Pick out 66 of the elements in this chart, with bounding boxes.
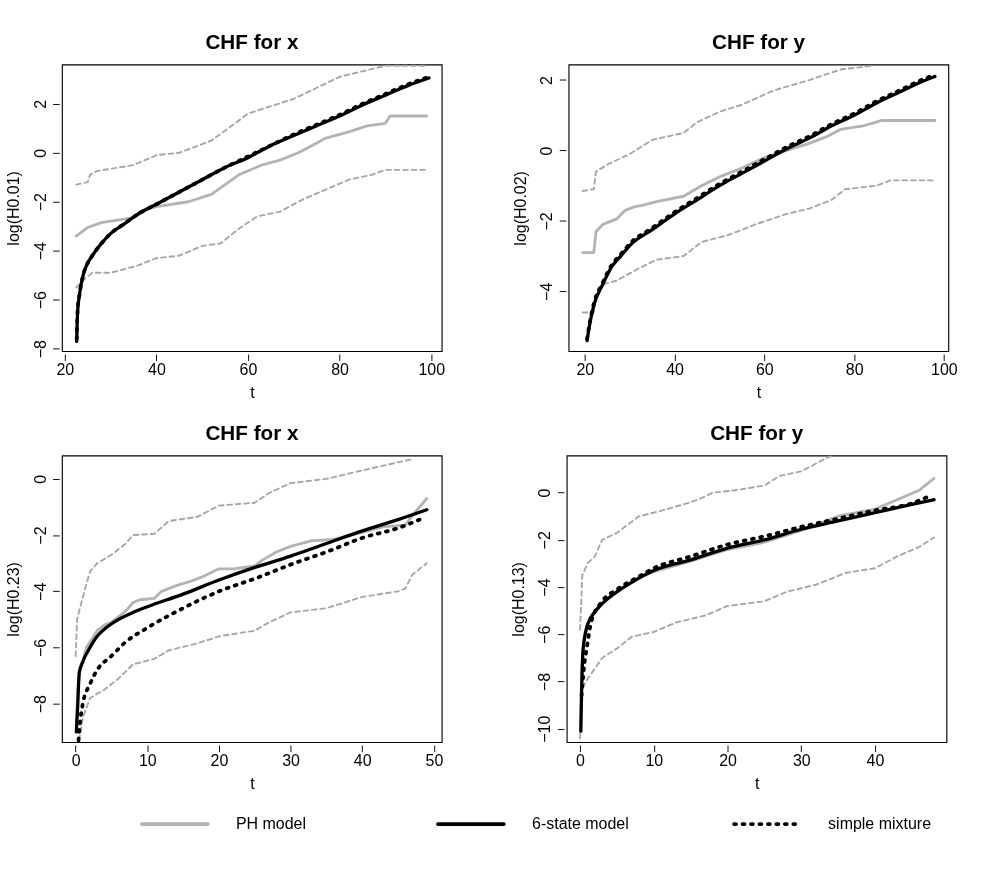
y-axis-title: log(H0.13)	[510, 562, 528, 637]
y-tick-label: 0	[31, 148, 49, 158]
y-tick-label: −4	[31, 582, 49, 601]
legend-label: 6-state model	[532, 814, 629, 832]
y-tick-label: −6	[31, 291, 49, 310]
x-axis-title: t	[754, 774, 760, 792]
y-tick-label: −8	[536, 672, 554, 692]
x-tick-label: 20	[56, 361, 75, 379]
line-series	[74, 114, 429, 238]
x-tick-label: 40	[866, 752, 885, 770]
x-tick-label: 0	[71, 752, 81, 770]
y-tick-label: 2	[538, 75, 556, 85]
y-tick-label: −6	[536, 625, 554, 644]
y-axis-title: log(H0.02)	[511, 171, 529, 246]
line-series	[581, 179, 936, 314]
y-tick-label: −2	[31, 193, 49, 212]
y-tick-label: −8	[31, 340, 49, 359]
y-tick-label: 0	[31, 474, 49, 484]
chart-title: CHF for y	[710, 420, 804, 444]
x-tick-label: 30	[792, 752, 811, 770]
x-tick-label: 100	[418, 361, 446, 379]
line-series	[581, 65, 874, 192]
y-tick-label: −2	[31, 526, 49, 545]
x-tick-label: 60	[755, 361, 774, 379]
y-axis-title: log(H0.23)	[5, 562, 23, 637]
y-tick-label: 0	[536, 488, 554, 498]
y-tick-label: −8	[31, 695, 49, 714]
y-tick-label: −6	[31, 638, 49, 658]
y-tick-label: −2	[538, 212, 556, 231]
x-tick-label: 20	[719, 752, 738, 770]
x-tick-label: 10	[138, 752, 157, 770]
y-axis-title: log(H0.01)	[5, 171, 23, 246]
x-tick-label: 80	[331, 361, 350, 379]
line-series	[74, 458, 414, 657]
x-tick-label: 50	[425, 752, 444, 770]
line-series	[581, 119, 937, 255]
x-tick-label: 100	[931, 361, 958, 379]
x-tick-label: 20	[210, 752, 229, 770]
line-series	[579, 455, 832, 631]
legend-label: simple mixture	[828, 814, 932, 832]
line-series	[75, 64, 428, 186]
y-tick-label: −4	[536, 578, 554, 597]
x-tick-label: 60	[239, 361, 258, 379]
x-axis-title: t	[250, 383, 256, 401]
line-series	[579, 536, 935, 740]
y-tick-label: −2	[536, 531, 554, 550]
y-tick-label: 2	[31, 99, 49, 109]
chart-title: CHF for y	[712, 29, 806, 53]
x-axis-title: t	[756, 383, 762, 401]
x-tick-label: 40	[147, 361, 166, 379]
legend-label: PH model	[235, 814, 307, 832]
x-tick-label: 40	[666, 361, 685, 379]
y-tick-label: −4	[31, 242, 49, 261]
x-tick-label: 20	[576, 361, 595, 379]
x-tick-label: 40	[353, 752, 372, 770]
y-tick-label: −10	[536, 715, 554, 743]
y-tick-label: 0	[538, 146, 556, 156]
chart-title: CHF for x	[205, 420, 299, 444]
chart-title: CHF for x	[205, 29, 299, 53]
y-tick-label: −4	[538, 282, 556, 301]
x-tick-label: 0	[576, 752, 586, 770]
x-tick-label: 80	[845, 361, 864, 379]
line-series	[75, 168, 428, 289]
x-tick-label: 10	[645, 752, 664, 770]
x-axis-title: t	[250, 774, 256, 792]
x-tick-label: 30	[282, 752, 301, 770]
